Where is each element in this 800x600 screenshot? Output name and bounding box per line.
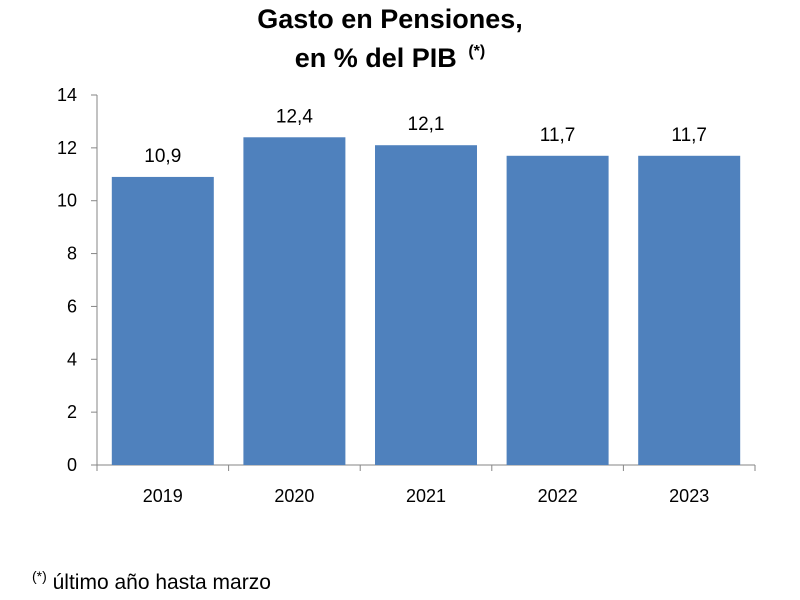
chart-title-line-1: Gasto en Pensiones, bbox=[257, 4, 523, 34]
y-tick-label: 14 bbox=[57, 85, 77, 105]
x-tick-label-2019: 2019 bbox=[143, 486, 183, 506]
footnote-marker: (*) bbox=[32, 568, 47, 584]
data-label-2022: 11,7 bbox=[540, 125, 576, 146]
chart-title-line-2: en % del PIB (*) bbox=[295, 43, 485, 73]
bars bbox=[111, 137, 741, 466]
x-tick-label-2023: 2023 bbox=[669, 486, 709, 506]
bar-2023 bbox=[638, 155, 741, 466]
bar-2022 bbox=[506, 155, 609, 466]
bar-2021 bbox=[375, 145, 477, 465]
footnote: (*) último año hasta marzo bbox=[32, 568, 271, 595]
y-tick-label: 8 bbox=[67, 244, 77, 264]
x-tick-label-2020: 2020 bbox=[274, 486, 314, 506]
footnote-text: último año hasta marzo bbox=[46, 571, 271, 594]
y-tick-label: 2 bbox=[67, 402, 77, 422]
x-tick-label-2021: 2021 bbox=[406, 486, 446, 506]
data-label-2021: 12,1 bbox=[408, 114, 445, 135]
y-tick-label: 6 bbox=[67, 296, 77, 316]
data-label-2019: 10,9 bbox=[144, 146, 181, 167]
y-tick-label: 12 bbox=[57, 138, 77, 158]
chart-title-marker: (*) bbox=[468, 43, 485, 60]
y-tick-label: 0 bbox=[67, 455, 77, 475]
y-tick-label: 10 bbox=[57, 191, 77, 211]
chart-title-text: en % del PIB bbox=[295, 43, 457, 73]
data-label-2020: 12,4 bbox=[276, 106, 313, 127]
bar-2020 bbox=[243, 137, 346, 466]
x-tick-label-2022: 2022 bbox=[538, 486, 578, 506]
y-tick-label: 4 bbox=[67, 349, 77, 369]
bar-2019 bbox=[111, 176, 214, 465]
labels: 10,9 2019 12,4 2020 12,1 2021 11,7 2022 11,7 2023 bbox=[143, 106, 709, 506]
data-label-2023: 11,7 bbox=[671, 125, 707, 146]
